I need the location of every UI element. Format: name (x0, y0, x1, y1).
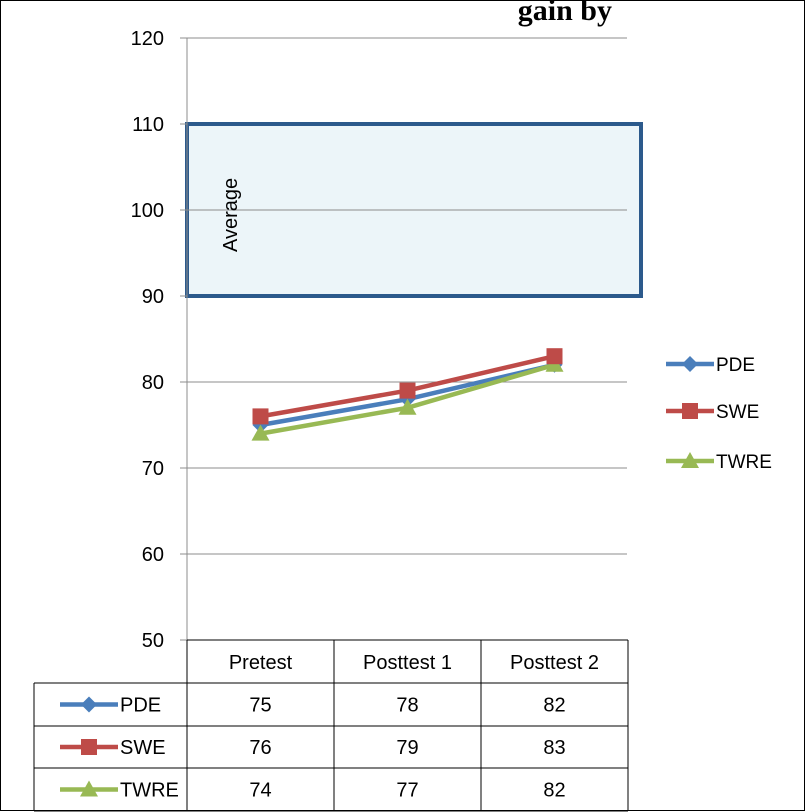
legend-label-swe: SWE (716, 402, 759, 423)
table-key-marker-pde (81, 696, 97, 713)
table-value-cell: 82 (543, 780, 565, 802)
average-band: Average (185, 122, 643, 298)
data-table: Pretest Posttest 1 Posttest 2 PDE 75 78 82 SWE 7… (33, 639, 629, 812)
legend-marker-twre (681, 452, 699, 468)
table-value-cell: 79 (396, 737, 418, 759)
y-tick-label: 80 (142, 372, 164, 394)
chart-title: gain by (518, 0, 612, 27)
table-value-cell: 78 (396, 695, 418, 717)
data-point-swe (252, 408, 269, 425)
data-point-twre (251, 424, 270, 441)
legend-label-pde: PDE (716, 355, 755, 376)
table-header-cell: Pretest (229, 652, 293, 674)
table-key-marker-swe (81, 739, 97, 755)
average-band-label: Average (220, 178, 242, 252)
table-value-cell: 74 (249, 780, 271, 802)
table-value-cell: 83 (543, 737, 565, 759)
table-value-cell: 76 (249, 737, 271, 759)
y-tick-label: 70 (142, 458, 164, 480)
table-row-label-twre: TWRE (120, 780, 179, 802)
legend-label-twre: TWRE (716, 452, 772, 473)
legend: PDE SWE TWRE (666, 355, 772, 473)
table-value-cell: 77 (396, 780, 418, 802)
legend-marker-pde (682, 356, 698, 372)
y-tick-label: 110 (132, 114, 164, 136)
y-tick-label: 120 (131, 28, 164, 50)
data-point-swe (399, 382, 416, 399)
y-tick-label: 50 (142, 630, 164, 652)
table-header-cell: Posttest 2 (510, 652, 599, 674)
table-row-label-swe: SWE (120, 737, 166, 759)
legend-marker-swe (682, 403, 698, 419)
y-axis: 50 60 70 80 90 100 110 120 (131, 28, 188, 652)
y-tick-label: 60 (142, 544, 164, 566)
table-key-marker-twre (80, 780, 98, 797)
y-tick-label: 100 (131, 200, 164, 222)
table-row-label-pde: PDE (120, 695, 161, 717)
table-value-cell: 82 (543, 695, 565, 717)
data-point-swe (546, 348, 563, 365)
data-point-twre (398, 398, 417, 415)
table-value-cell: 75 (249, 695, 271, 717)
table-header-cell: Posttest 1 (363, 652, 452, 674)
series-lines (251, 348, 564, 441)
y-tick-label: 90 (142, 286, 164, 308)
